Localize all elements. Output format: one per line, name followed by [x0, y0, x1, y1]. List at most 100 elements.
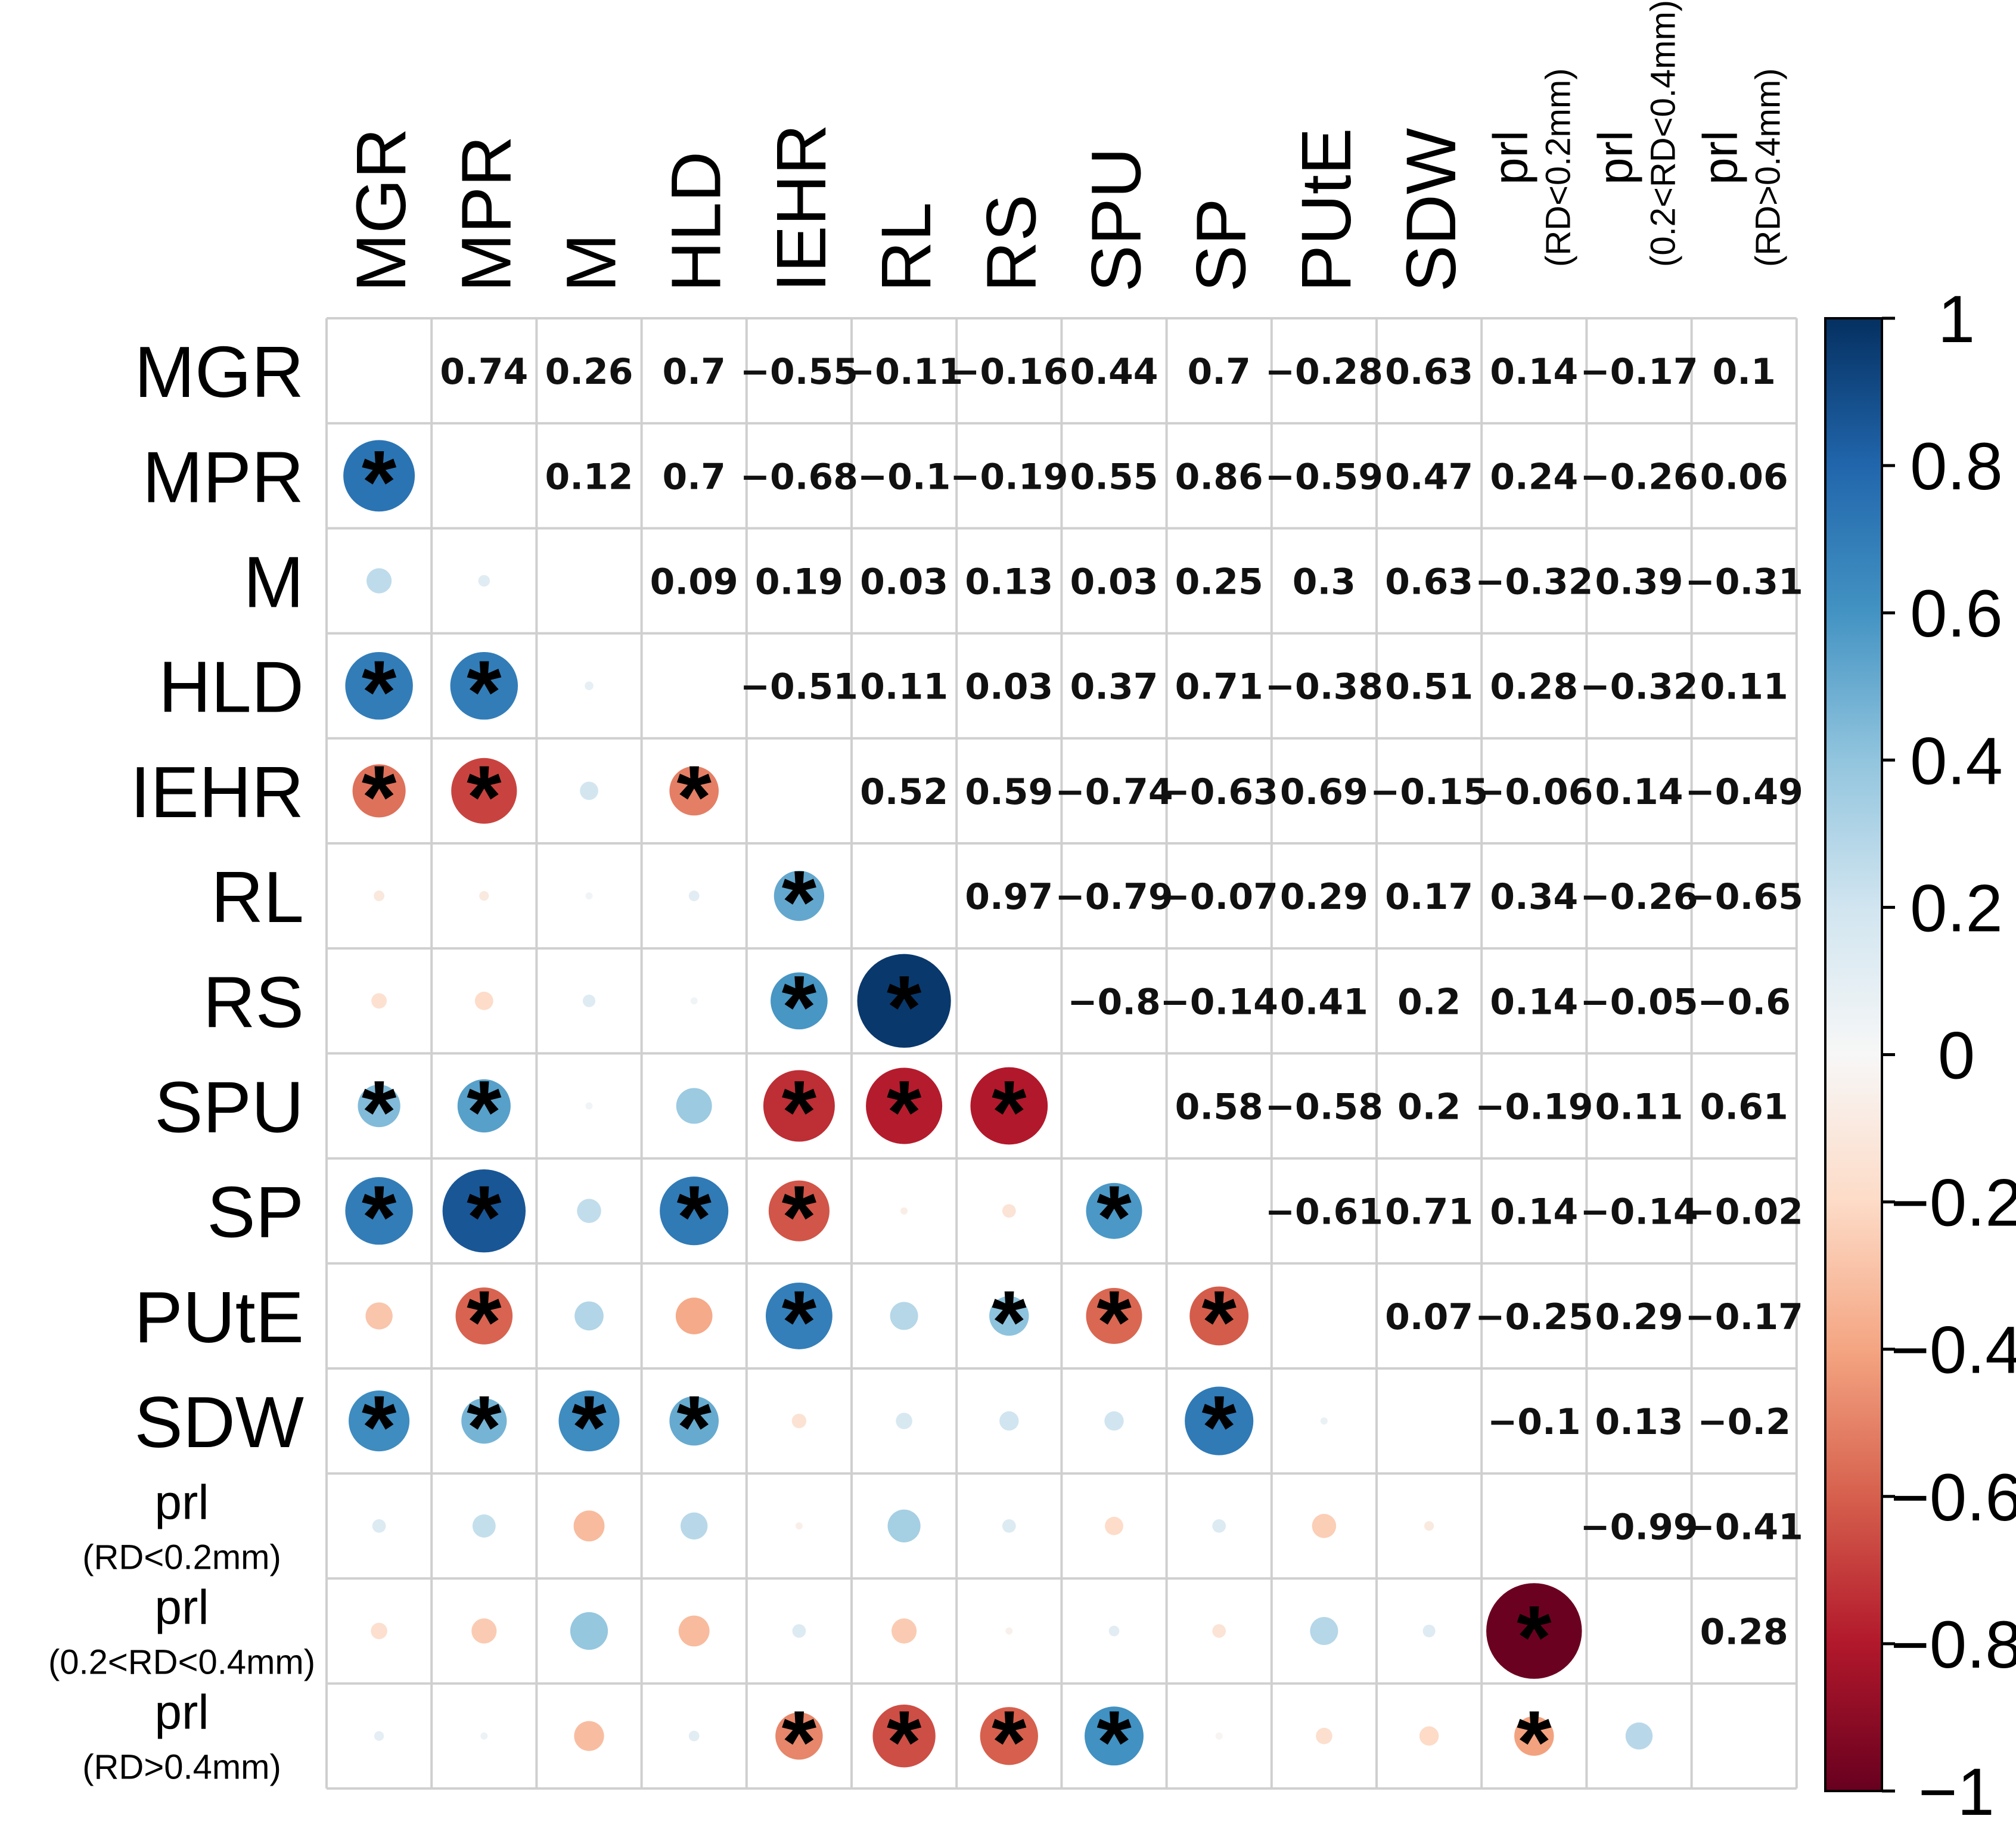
correlation-value-label: 0.55	[1070, 456, 1158, 498]
correlation-value-label: 0.11	[860, 666, 948, 708]
correlation-value-label: −0.1	[858, 456, 951, 498]
correlation-value-label: 0.29	[1595, 1296, 1683, 1338]
row-label-subtitle: (RD>0.4mm)	[82, 1748, 281, 1787]
correlation-circle	[1424, 1521, 1434, 1531]
correlation-value-label: 0.03	[860, 561, 948, 603]
correlation-circle	[896, 1413, 912, 1429]
correlation-value-label: 0.41	[1280, 981, 1368, 1023]
correlation-value-label: 0.63	[1385, 561, 1473, 603]
correlation-value-label: −0.32	[1580, 666, 1698, 708]
significance-marker: *	[571, 1377, 607, 1477]
correlation-value-label: −0.25	[1475, 1296, 1593, 1338]
correlation-value-label: −0.07	[1160, 876, 1278, 918]
correlation-circle	[371, 1622, 387, 1640]
significance-marker: *	[1517, 1692, 1552, 1792]
correlation-circle	[866, 1067, 943, 1144]
correlation-value-label: −0.79	[1055, 876, 1173, 918]
correlation-value-label: 0.34	[1490, 876, 1578, 918]
correlation-value-label: −0.51	[740, 666, 858, 708]
correlation-value-label: 0.71	[1385, 1191, 1473, 1233]
correlation-circle	[989, 1296, 1029, 1336]
row-label: prl	[154, 1581, 209, 1635]
correlation-circle	[857, 954, 951, 1048]
correlation-value-label: −0.2	[1697, 1401, 1791, 1443]
correlation-circle	[1085, 1706, 1144, 1766]
correlation-circle	[774, 870, 825, 921]
correlation-circle	[1486, 1583, 1582, 1679]
row-label: PUtE	[134, 1277, 304, 1358]
correlation-circle	[471, 1618, 497, 1644]
correlation-value-label: 0.14	[1490, 1191, 1578, 1233]
correlation-value-label: −0.32	[1475, 561, 1593, 603]
significance-marker: *	[782, 957, 817, 1057]
significance-marker: *	[992, 1062, 1027, 1162]
correlation-value-label: 0.74	[440, 351, 528, 393]
colorbar-tick-label: −0.8	[1890, 1607, 2016, 1682]
correlation-circle	[763, 1070, 835, 1142]
correlation-circle	[574, 1721, 604, 1751]
row-label: RS	[203, 961, 304, 1042]
column-label: prl	[1694, 131, 1748, 185]
correlation-circle	[1002, 1519, 1016, 1533]
row-label: prl	[154, 1686, 209, 1740]
significance-marker: *	[467, 1167, 502, 1267]
correlation-value-label: −0.6	[1697, 981, 1791, 1023]
row-label: MGR	[134, 331, 304, 412]
column-label: MPR	[447, 136, 526, 292]
row-label: prl	[154, 1475, 209, 1529]
correlation-circle	[1189, 1286, 1249, 1346]
column-label: IEHR	[762, 124, 841, 292]
correlation-value-label: 0.69	[1280, 771, 1368, 813]
correlation-value-label: 0.7	[663, 351, 726, 393]
significance-marker: *	[467, 1377, 502, 1477]
correlation-circle	[890, 1302, 918, 1330]
correlation-value-label: −0.19	[1475, 1087, 1593, 1128]
correlation-value-label: 0.47	[1385, 456, 1473, 498]
significance-marker: *	[887, 957, 922, 1057]
correlation-value-label: 0.26	[545, 351, 633, 393]
correlation-circle	[690, 997, 698, 1005]
colorbar-tick-label: 0	[1938, 1019, 1975, 1093]
correlation-value-label: −0.63	[1160, 771, 1278, 813]
correlation-circle	[1104, 1411, 1124, 1431]
correlation-value-label: −0.05	[1580, 981, 1698, 1023]
column-label-subtitle: (0.2<RD<0.4mm)	[1644, 0, 1683, 267]
correlation-circle	[681, 1512, 708, 1539]
row-label: SP	[207, 1172, 304, 1253]
correlation-value-label: 0.28	[1700, 1612, 1788, 1653]
correlation-value-label: 0.13	[1595, 1401, 1683, 1443]
correlation-value-label: −0.1	[1487, 1401, 1581, 1443]
correlation-value-label: −0.38	[1265, 666, 1383, 708]
correlation-circle	[374, 890, 385, 902]
correlation-circle	[585, 1102, 593, 1110]
correlation-value-label: 0.2	[1397, 1087, 1461, 1128]
correlation-value-label: 0.11	[1700, 666, 1788, 708]
row-label: SPU	[154, 1067, 304, 1148]
significance-marker: *	[992, 1692, 1027, 1792]
correlation-value-label: −0.16	[950, 351, 1068, 393]
significance-marker: *	[782, 1692, 817, 1792]
correlation-circle	[1212, 1519, 1226, 1533]
significance-marker: *	[1096, 1272, 1132, 1372]
correlation-circle	[1105, 1516, 1123, 1535]
significance-marker: *	[362, 747, 397, 847]
column-label: SPU	[1077, 147, 1156, 292]
correlation-circle	[457, 1079, 511, 1133]
correlation-value-label: 0.7	[663, 456, 726, 498]
correlation-value-label: 0.25	[1175, 561, 1263, 603]
correlation-value-label: 0.61	[1700, 1087, 1788, 1128]
correlation-value-label: −0.41	[1685, 1506, 1803, 1548]
correlation-value-label: 0.11	[1595, 1087, 1683, 1128]
correlation-circle	[900, 1207, 908, 1215]
colorbar-tick-label: 0.8	[1910, 429, 2003, 504]
correlation-circle	[1086, 1287, 1142, 1344]
correlation-value-label: −0.14	[1580, 1191, 1698, 1233]
correlation-value-label: −0.28	[1265, 351, 1383, 393]
column-label-subtitle: (RD>0.4mm)	[1749, 68, 1788, 267]
colorbar-tick-label: −0.6	[1890, 1460, 2016, 1535]
correlation-circle	[479, 890, 489, 901]
correlation-circle	[688, 890, 700, 902]
correlation-value-label: −0.55	[740, 351, 858, 393]
correlation-value-label: 0.13	[965, 561, 1053, 603]
